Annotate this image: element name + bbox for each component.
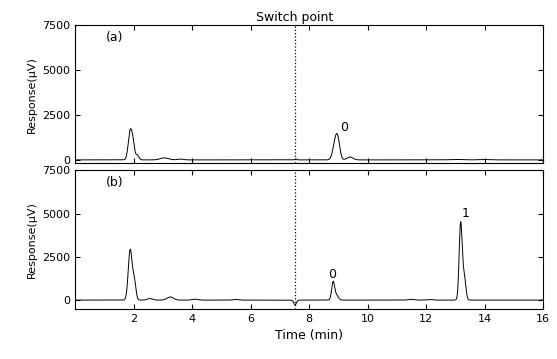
Y-axis label: Response(μV): Response(μV): [27, 56, 37, 133]
Text: 0: 0: [329, 267, 336, 281]
X-axis label: Time (min): Time (min): [275, 329, 343, 342]
Text: 0: 0: [340, 121, 348, 134]
Text: (a): (a): [106, 31, 123, 44]
Text: 1: 1: [462, 207, 470, 220]
Text: Switch point: Switch point: [256, 11, 333, 24]
Y-axis label: Response(μV): Response(μV): [27, 201, 37, 278]
Text: (b): (b): [106, 176, 123, 189]
